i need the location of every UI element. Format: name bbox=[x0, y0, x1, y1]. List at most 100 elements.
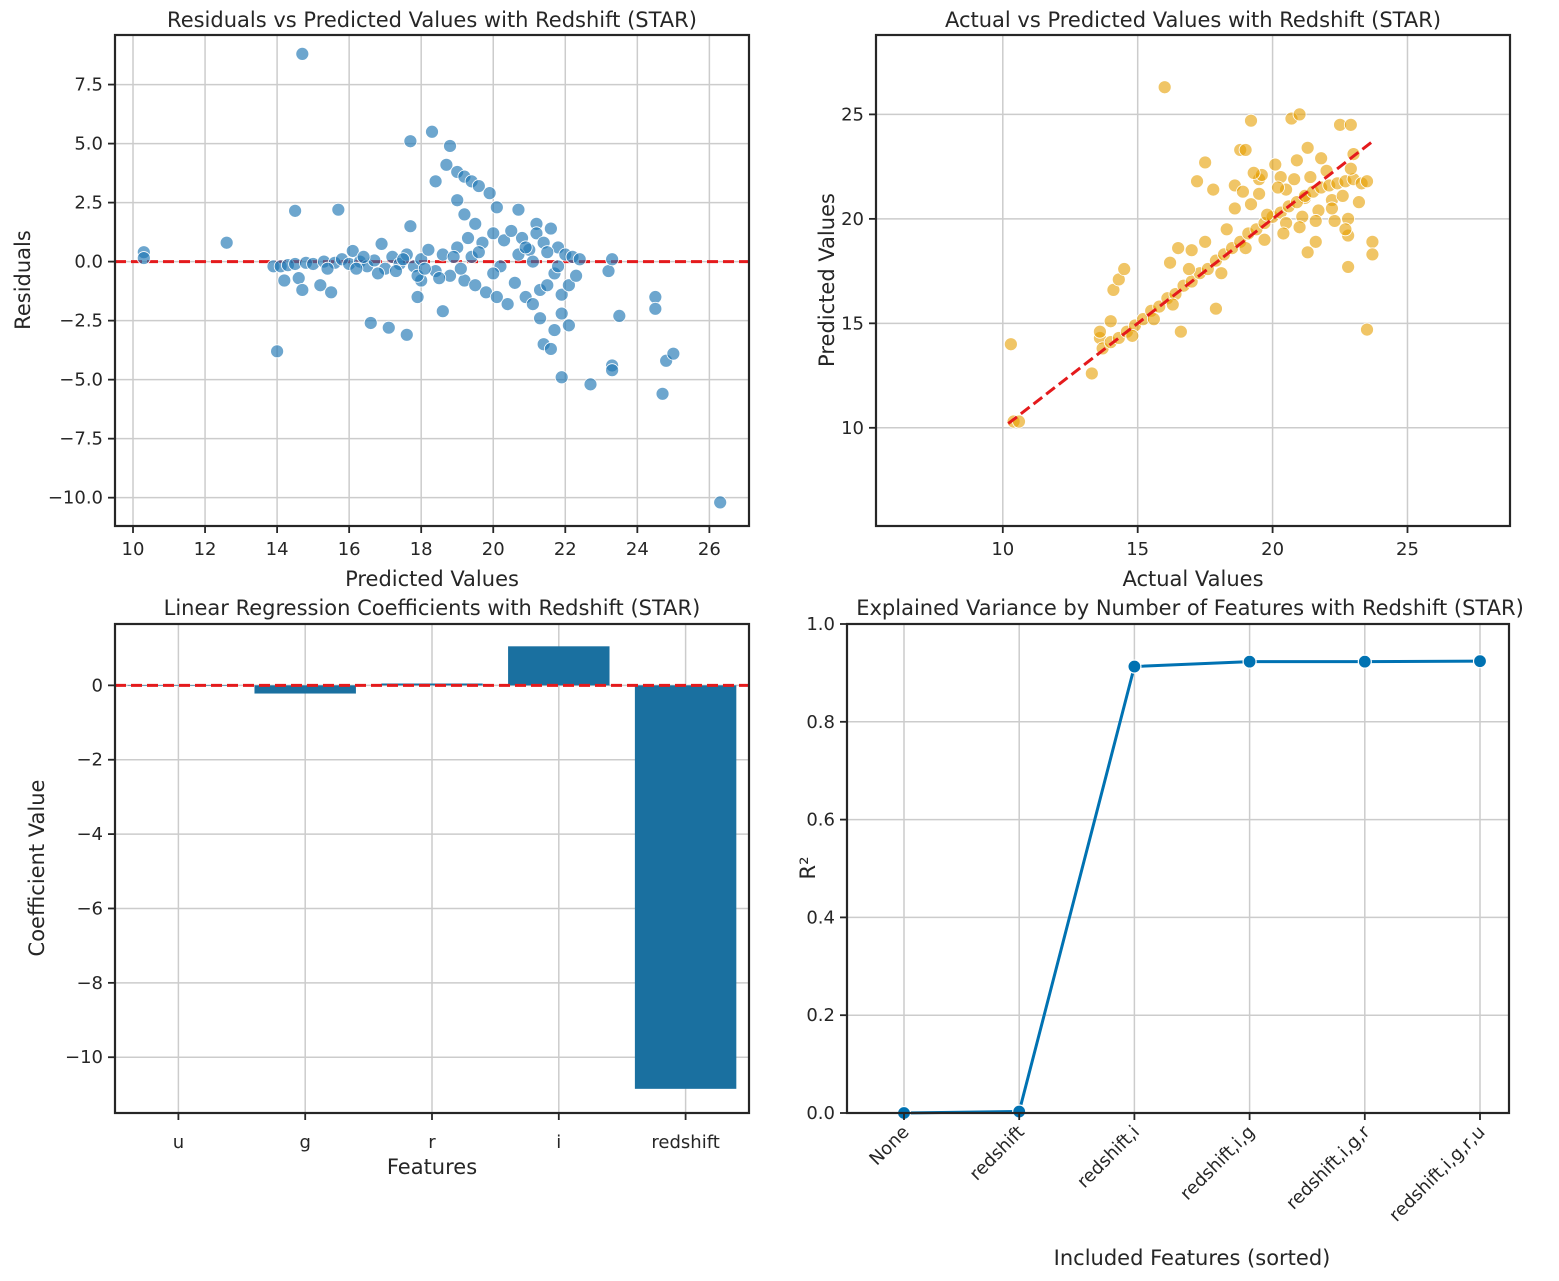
actual-predicted-point bbox=[1314, 151, 1329, 166]
actual-predicted-point bbox=[1246, 165, 1261, 180]
category-label: redshift bbox=[966, 1122, 1029, 1185]
residual-point bbox=[439, 157, 454, 172]
y-tick-label: −8 bbox=[76, 973, 103, 994]
category-label: redshift,i,g,r,u bbox=[1385, 1122, 1489, 1226]
residual-point bbox=[540, 245, 555, 260]
y-tick-label: 2.5 bbox=[74, 193, 103, 214]
actual-predicted-point bbox=[1219, 222, 1234, 237]
category-label: redshift,i bbox=[1073, 1122, 1144, 1193]
y-tick-label: 5.0 bbox=[74, 134, 103, 155]
coefficient-bar bbox=[381, 683, 483, 686]
actual-predicted-point bbox=[1268, 157, 1283, 172]
category-label: redshift,i,g,r bbox=[1282, 1121, 1375, 1214]
residual-point bbox=[547, 323, 562, 337]
x-tick-label: 18 bbox=[410, 539, 433, 560]
coefficient-bar bbox=[634, 685, 737, 1089]
actual-predicted-point bbox=[1257, 232, 1272, 247]
x-tick-label: 12 bbox=[194, 539, 217, 560]
residual-point bbox=[349, 261, 364, 276]
residual-point bbox=[324, 285, 339, 300]
actual-predicted-point bbox=[1343, 117, 1358, 132]
coefficients-xlabel: Features bbox=[387, 1155, 477, 1179]
actual-predicted-point bbox=[1252, 186, 1266, 201]
actual-predicted-point bbox=[1292, 220, 1307, 235]
residual-point bbox=[504, 224, 519, 238]
residual-point bbox=[295, 283, 310, 297]
actual-predicted-point bbox=[1303, 170, 1318, 184]
residual-point bbox=[270, 344, 285, 359]
residual-point bbox=[554, 370, 569, 385]
residual-point bbox=[497, 233, 511, 248]
y-tick-label: −2.5 bbox=[59, 311, 103, 332]
residual-point bbox=[540, 278, 555, 293]
residual-point bbox=[417, 261, 432, 276]
residual-point bbox=[381, 320, 396, 335]
residual-point bbox=[461, 231, 475, 245]
y-tick-label: 7.5 bbox=[74, 75, 103, 96]
actual-predicted-point bbox=[1292, 107, 1307, 122]
residual-point bbox=[219, 235, 234, 250]
residual-point bbox=[356, 249, 371, 264]
actual-vs-predicted-plot-frame bbox=[874, 33, 1512, 528]
actual-predicted-point bbox=[1198, 234, 1213, 249]
y-tick-label: 15 bbox=[841, 313, 864, 334]
y-tick-label: −5.0 bbox=[59, 370, 103, 391]
actual-predicted-point bbox=[1276, 226, 1291, 241]
actual-predicted-point bbox=[1209, 301, 1223, 316]
actual-predicted-point bbox=[1182, 262, 1196, 276]
residual-point bbox=[583, 377, 598, 392]
residual-point bbox=[569, 268, 583, 283]
actual-predicted-point bbox=[1214, 266, 1229, 281]
y-tick-label: −10.0 bbox=[48, 488, 103, 509]
y-tick-label: 0.0 bbox=[74, 252, 103, 273]
actual-predicted-point bbox=[1093, 324, 1107, 339]
residual-point bbox=[331, 202, 346, 217]
residual-point bbox=[443, 139, 457, 153]
actual-predicted-point bbox=[1238, 241, 1253, 256]
residual-point bbox=[525, 254, 540, 269]
residual-point bbox=[450, 193, 465, 208]
actual-predicted-point bbox=[1171, 241, 1186, 256]
residual-point bbox=[713, 495, 728, 510]
actual-vs-predicted-panel: 10 15 20 25 10 15 20 25 Actual vs Predicted Val… bbox=[815, 8, 1512, 591]
actual-predicted-point bbox=[1190, 174, 1204, 189]
residual-point bbox=[471, 245, 486, 260]
y-tick-label: −6 bbox=[76, 898, 103, 919]
y-tick-label: 10 bbox=[841, 418, 864, 439]
actual-predicted-point bbox=[1338, 222, 1353, 237]
residual-point bbox=[655, 386, 670, 401]
residual-point bbox=[648, 301, 663, 316]
x-tick-label: 25 bbox=[1396, 539, 1419, 560]
coefficients-panel: u g r i redshift −10 −8 −6 −4 −2 0 Linear Regressi… bbox=[25, 596, 751, 1179]
residual-point bbox=[136, 251, 151, 265]
residual-point bbox=[500, 297, 515, 312]
actual-predicted-point bbox=[1003, 337, 1018, 352]
x-tick-label: 20 bbox=[1261, 539, 1284, 560]
residual-point bbox=[446, 249, 461, 264]
y-tick-label: −4 bbox=[76, 824, 103, 845]
residual-point bbox=[533, 311, 547, 326]
residual-point bbox=[666, 346, 681, 361]
actual-predicted-point bbox=[1325, 201, 1339, 216]
actual-predicted-point bbox=[1289, 153, 1304, 168]
identity-reference-line bbox=[1007, 140, 1374, 425]
residual-point bbox=[320, 261, 335, 276]
actual-predicted-point bbox=[1103, 314, 1118, 329]
residual-point bbox=[486, 266, 501, 281]
y-tick-label: 0 bbox=[92, 675, 103, 696]
residual-point bbox=[489, 200, 504, 215]
actual-predicted-point bbox=[1343, 161, 1358, 176]
explained-variance-plot-frame bbox=[845, 622, 1511, 1115]
residual-point bbox=[551, 259, 565, 274]
y-tick-label: −2 bbox=[76, 750, 103, 771]
x-tick-label: 24 bbox=[626, 539, 649, 560]
actual-predicted-point bbox=[1365, 234, 1380, 249]
r2-point bbox=[1472, 654, 1488, 669]
r2-point bbox=[1357, 654, 1372, 669]
r2-point bbox=[1127, 659, 1142, 674]
actual-vs-predicted-title: Actual vs Predicted Values with Redshift… bbox=[945, 8, 1441, 32]
residual-point bbox=[371, 266, 385, 281]
actual-predicted-point bbox=[1360, 322, 1374, 337]
residual-point bbox=[313, 278, 328, 293]
x-tick-label: 10 bbox=[991, 539, 1014, 560]
